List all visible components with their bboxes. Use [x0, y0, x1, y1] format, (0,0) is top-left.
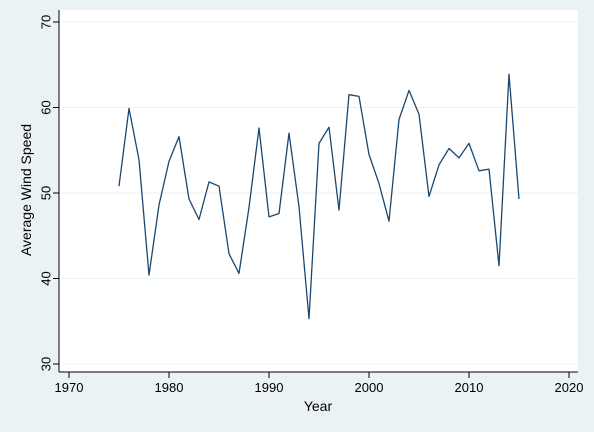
- wind-speed-series-line: [118, 73, 520, 320]
- grid-lines: [59, 21, 578, 365]
- x-tick-label: 1980: [155, 380, 184, 395]
- x-tick-label: 2000: [355, 380, 384, 395]
- y-ticks: 30 40 50 60 70: [38, 15, 59, 371]
- x-axis-title: Year: [304, 398, 333, 414]
- y-tick-label: 40: [38, 271, 53, 285]
- y-tick-label: 50: [38, 186, 53, 200]
- x-tick-label: 2010: [455, 380, 484, 395]
- x-tick-label: 2020: [555, 380, 584, 395]
- y-tick-label: 60: [38, 100, 53, 114]
- axes: [58, 10, 578, 373]
- y-tick-label: 70: [38, 15, 53, 29]
- x-tick-label: 1970: [55, 380, 84, 395]
- y-tick-label: 30: [38, 357, 53, 371]
- plot-area: [59, 10, 578, 372]
- x-ticks: 1970 1980 1990 2000 2010 2020: [55, 372, 584, 395]
- x-tick-label: 1990: [255, 380, 284, 395]
- y-axis-title: Average Wind Speed: [18, 124, 34, 256]
